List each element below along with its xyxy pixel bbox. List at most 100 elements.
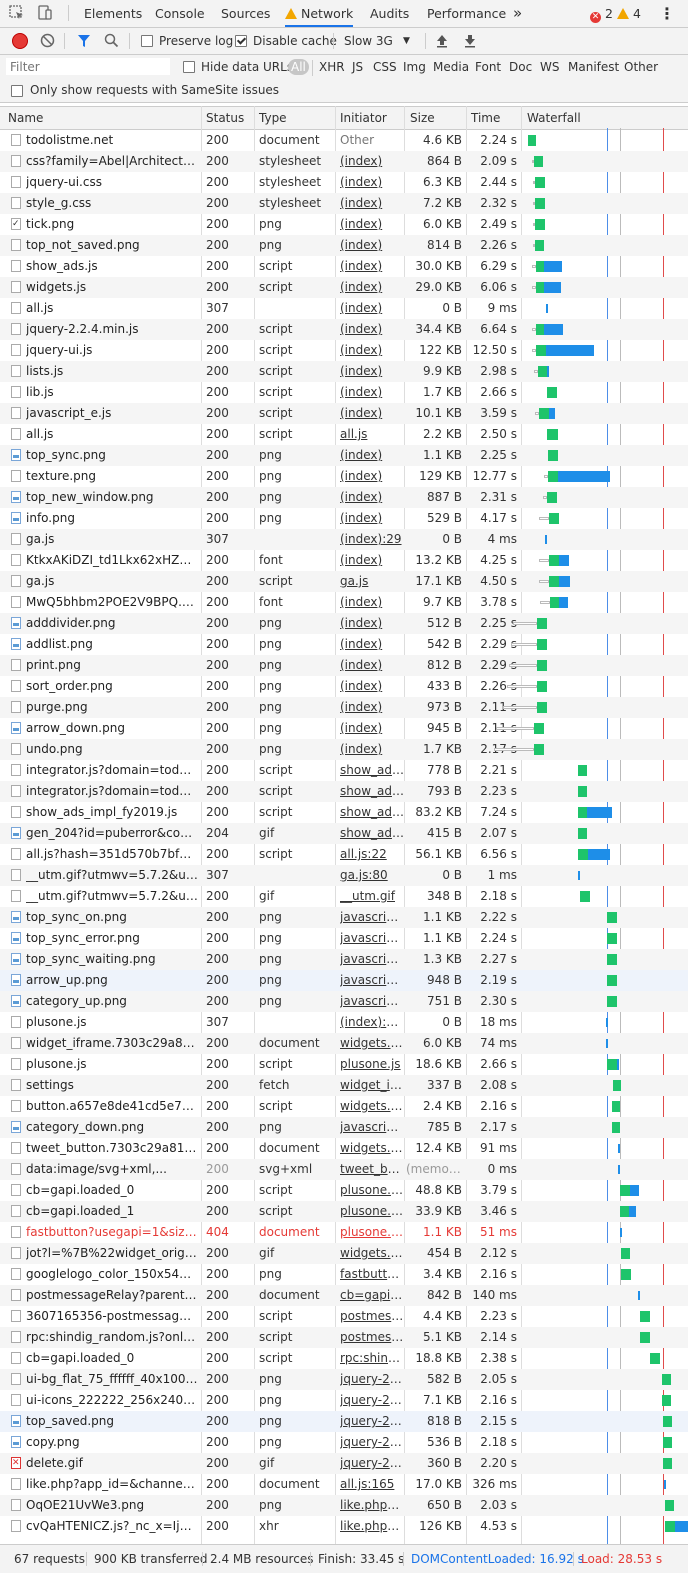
request-row[interactable]: cvQaHTENICZ.js?_nc_x=Ij3Wp... 200 xhr like.… [0,1516,688,1537]
hide-data-urls-checkbox[interactable] [183,61,195,73]
request-row[interactable]: top_not_saved.png 200 png (index) 814 B 2.26 … [0,235,688,256]
request-row[interactable]: adddivider.png 200 png (index) 512 B 2.25 s [0,613,688,634]
request-initiator[interactable]: (index) [340,301,383,315]
request-initiator[interactable]: show_ads... [340,805,404,819]
request-row[interactable]: all.js?hash=351d570b7bfad02... 200 script a… [0,844,688,865]
request-initiator[interactable]: plusone.j... [340,1183,404,1197]
device-toolbar-icon[interactable] [36,4,54,22]
request-initiator[interactable]: (index) [340,637,383,651]
tab-performance[interactable]: Performance [427,6,507,21]
request-initiator[interactable]: widgets.js:1 [340,1099,404,1113]
request-row[interactable]: fastbutton?usegapi=1&size=... 404 document… [0,1222,688,1243]
column-waterfall[interactable]: Waterfall [527,111,581,125]
request-initiator[interactable]: like.php?... [340,1519,404,1533]
request-row[interactable]: integrator.js?domain=todolist... 200 scrip… [0,760,688,781]
request-initiator[interactable]: javascript... [340,910,404,924]
request-initiator[interactable]: (index) [340,154,383,168]
throttle-select[interactable]: Slow 3G [344,34,393,48]
request-initiator[interactable]: all.js:22 [340,847,387,861]
request-row[interactable]: rpc:shindig_random.js?onload... 200 script… [0,1327,688,1348]
request-row[interactable]: jot?l=%7B%22widget_origin%... 200 gif widge… [0,1243,688,1264]
filter-type-ws[interactable]: WS [540,60,560,74]
request-initiator[interactable]: (index) [340,742,383,756]
request-row[interactable]: tick.png 200 png (index) 6.0 KB 2.49 s [0,214,688,235]
request-row[interactable]: googlelogo_color_150x54dp.p... 200 png fast… [0,1264,688,1285]
request-row[interactable]: gen_204?id=puberror&contex... 204 gif show_… [0,823,688,844]
request-initiator[interactable]: (index) [340,679,383,693]
request-initiator[interactable]: show_ads... [340,826,404,840]
filter-type-font[interactable]: Font [475,60,502,74]
request-row[interactable]: all.js 307 (index) 0 B 9 ms [0,298,688,319]
request-initiator[interactable]: javascript... [340,1120,404,1134]
filter-type-xhr[interactable]: XHR [319,60,345,74]
request-row[interactable]: all.js 200 script all.js 2.2 KB 2.50 s [0,424,688,445]
request-initiator[interactable]: (index) [340,280,383,294]
request-initiator[interactable]: (index) [340,553,383,567]
request-initiator[interactable]: postmess... [340,1309,404,1323]
request-row[interactable]: data:image/svg+xml,... 200 svg+xml tweet_bu… [0,1159,688,1180]
request-row[interactable]: jquery-ui.css 200 stylesheet (index) 6.3 KB 2… [0,172,688,193]
search-icon[interactable] [104,33,119,48]
request-initiator[interactable]: (index) [340,469,383,483]
request-initiator[interactable]: fastbutto... [340,1267,404,1281]
request-row[interactable]: ui-bg_flat_75_ffffff_40x100.png 200 png jqu… [0,1369,688,1390]
request-row[interactable]: MwQ5bhbm2POE2V9BPQ.woff2 200 font (index) 9.… [0,592,688,613]
request-row[interactable]: __utm.gif?utmwv=5.7.2&utms... 200 gif __utm… [0,886,688,907]
request-row[interactable]: 3607165356-postmessagerela... 200 script po… [0,1306,688,1327]
request-row[interactable]: cb=gapi.loaded_0 200 script rpc:shindi... 18… [0,1348,688,1369]
request-row[interactable]: texture.png 200 png (index) 129 KB 12.77 s [0,466,688,487]
preserve-log-checkbox[interactable] [141,35,153,47]
tab-elements[interactable]: Elements [84,6,143,21]
request-row[interactable]: show_ads.js 200 script (index) 30.0 KB 6.29 s [0,256,688,277]
request-initiator[interactable]: (index) [340,700,383,714]
request-initiator[interactable]: jquery-2.... [340,1393,404,1407]
request-initiator[interactable]: rpc:shindi... [340,1351,404,1365]
tab-audits[interactable]: Audits [370,6,410,21]
request-row[interactable]: lib.js 200 script (index) 1.7 KB 2.66 s [0,382,688,403]
filter-input[interactable] [6,58,170,75]
request-row[interactable]: widget_iframe.7303c29a8108b... 200 documen… [0,1033,688,1054]
request-initiator[interactable]: all.js [340,427,368,441]
request-row[interactable]: top_sync_on.png 200 png javascript... 1.1 KB… [0,907,688,928]
request-initiator[interactable]: (index) [340,343,383,357]
column-time[interactable]: Time [471,111,501,125]
export-har-icon[interactable] [464,33,476,48]
request-row[interactable]: postmessageRelay?parent=htt... 200 documen… [0,1285,688,1306]
filter-type-js[interactable]: JS [352,60,364,74]
record-icon[interactable] [12,33,28,49]
request-initiator[interactable]: (index) [340,616,383,630]
request-row[interactable]: button.a657e8de41cd5e7b38c... 200 script wi… [0,1096,688,1117]
request-initiator[interactable]: widgets.js:8 [340,1141,404,1155]
request-initiator[interactable]: (index) [340,490,383,504]
request-row[interactable]: css?family=Abel|Architects+D... 200 styles… [0,151,688,172]
filter-icon[interactable] [77,34,91,48]
filter-type-css[interactable]: CSS [373,60,397,74]
request-initiator[interactable]: (index) [340,511,383,525]
request-initiator[interactable]: (index) [340,364,383,378]
request-row[interactable]: delete.gif 200 gif jquery-2.... 360 B 2.20 s [0,1453,688,1474]
request-initiator[interactable]: (index) [340,259,383,273]
request-initiator[interactable]: show_ads... [340,784,404,798]
request-initiator[interactable]: (index):261 [340,1015,404,1029]
request-initiator[interactable]: jquery-2.... [340,1372,404,1386]
request-initiator[interactable]: (index) [340,658,383,672]
more-tabs-icon[interactable]: » [513,4,523,22]
request-row[interactable]: addlist.png 200 png (index) 542 B 2.29 s [0,634,688,655]
request-row[interactable]: KtkxAKiDZI_td1Lkx62xHZHDtg... 200 font (ind… [0,550,688,571]
request-row[interactable]: sort_order.png 200 png (index) 433 B 2.26 s [0,676,688,697]
chevron-down-icon[interactable]: ▼ [403,36,410,46]
request-row[interactable]: jquery-2.2.4.min.js 200 script (index) 34.4 … [0,319,688,340]
tab-sources[interactable]: Sources [221,6,271,21]
filter-type-img[interactable]: Img [403,60,426,74]
request-initiator[interactable]: ga.js [340,574,369,588]
request-row[interactable]: __utm.gif?utmwv=5.7.2&utms... 307 ga.js:80… [0,865,688,886]
filter-type-doc[interactable]: Doc [509,60,533,74]
filter-type-all[interactable]: All [288,59,309,75]
request-initiator[interactable]: widgets.js:8 [340,1246,404,1260]
samesite-checkbox[interactable] [11,85,23,97]
request-initiator[interactable]: all.js:165 [340,1477,395,1491]
request-initiator[interactable]: widgets.js:8 [340,1036,404,1050]
request-row[interactable]: plusone.js 200 script plusone.js 18.6 KB 2.66… [0,1054,688,1075]
request-row[interactable]: show_ads_impl_fy2019.js 200 script show_ads… [0,802,688,823]
request-row[interactable]: top_sync_error.png 200 png javascript... 1.1… [0,928,688,949]
